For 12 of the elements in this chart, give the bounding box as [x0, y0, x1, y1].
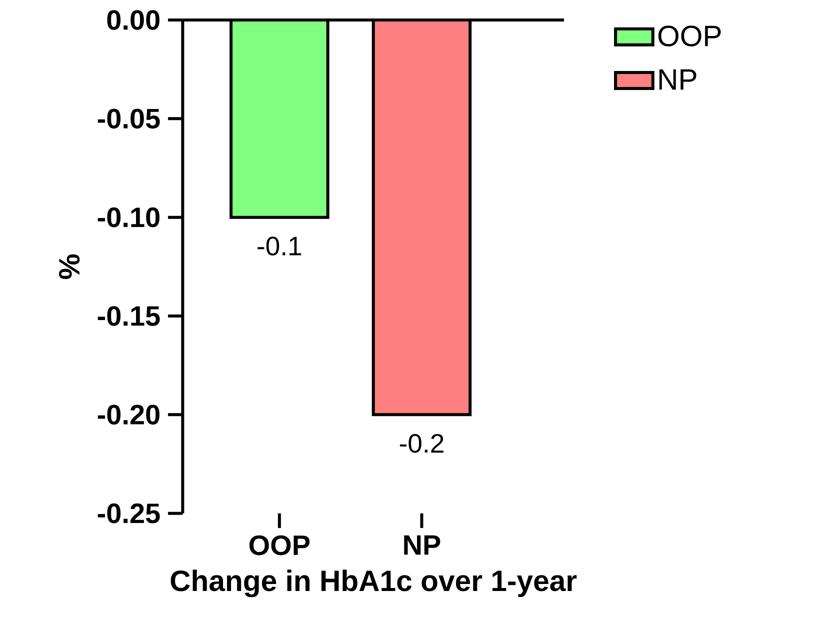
y-tick-label: 0.00 [107, 10, 160, 30]
y-tick-label: -0.20 [98, 404, 160, 425]
x-axis-title: Change in HbA1c over 1-year [170, 570, 577, 598]
y-axis-title: % [59, 254, 80, 279]
y-tick-label: -0.15 [98, 306, 160, 326]
data-label: -0.2 [400, 434, 444, 453]
legend-label: OOP [658, 26, 721, 46]
data-label: -0.1 [258, 236, 302, 256]
y-tick-label: -0.10 [98, 207, 160, 228]
y-tick-label: -0.25 [98, 503, 160, 524]
legend-label: NP [659, 69, 696, 90]
y-tick-label: -0.05 [98, 108, 160, 129]
